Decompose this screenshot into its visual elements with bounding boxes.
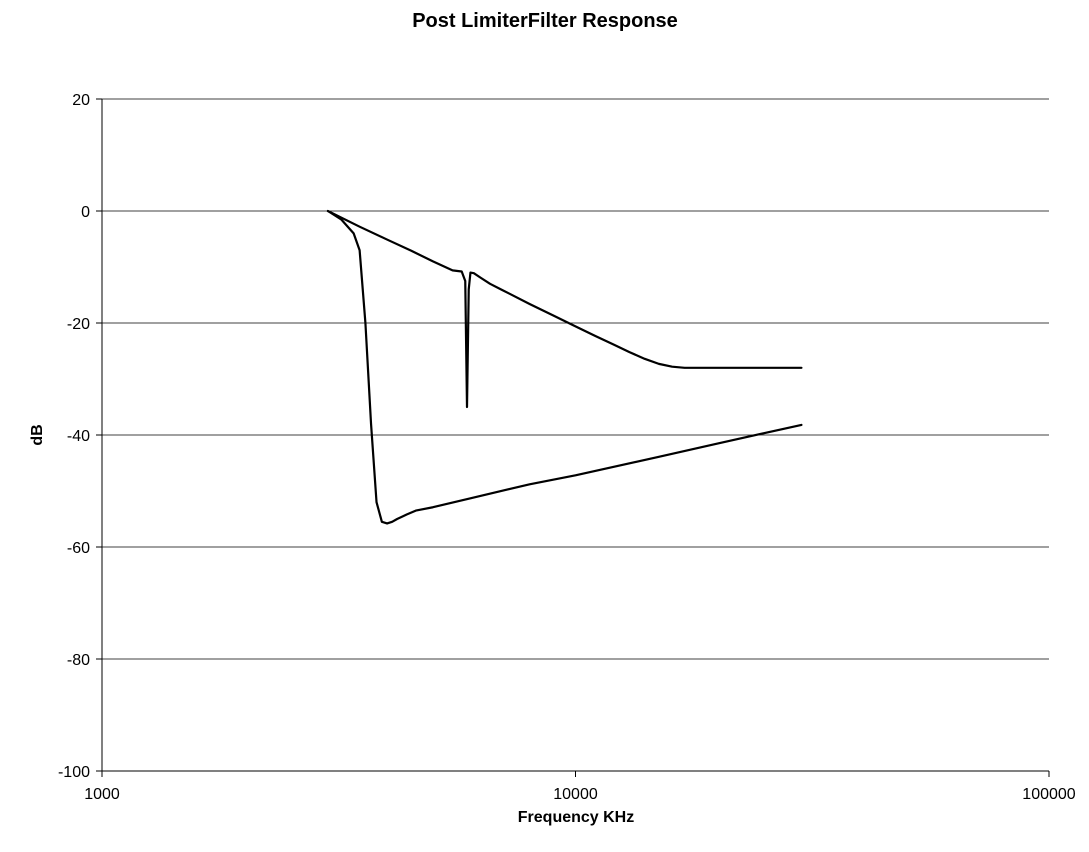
tick-labels: 20 0 -20 -40 -60 -80 -100 1000 10000 100000 [58,92,1076,803]
y-tick-label-0: 20 [72,92,90,109]
x-tick-label-1: 10000 [553,786,598,803]
axes [96,98,1050,777]
series-group [326,209,803,525]
y-tick-label-2: -20 [67,316,90,333]
y-tick-label-1: 0 [81,204,90,221]
chart-title: Post LimiterFilter Response [412,10,678,32]
y-tick-label-4: -60 [67,540,90,557]
y-axis-title: dB [29,424,46,445]
x-tick-label-0: 1000 [84,786,120,803]
series-line-1 [326,209,803,409]
x-axis-title: Frequency KHz [518,809,634,826]
grid [102,98,1049,660]
series-line-2 [326,209,803,525]
y-tick-label-3: -40 [67,428,90,445]
y-tick-label-6: -100 [58,764,90,781]
x-tick-label-2: 100000 [1022,786,1075,803]
y-tick-label-5: -80 [67,652,90,669]
